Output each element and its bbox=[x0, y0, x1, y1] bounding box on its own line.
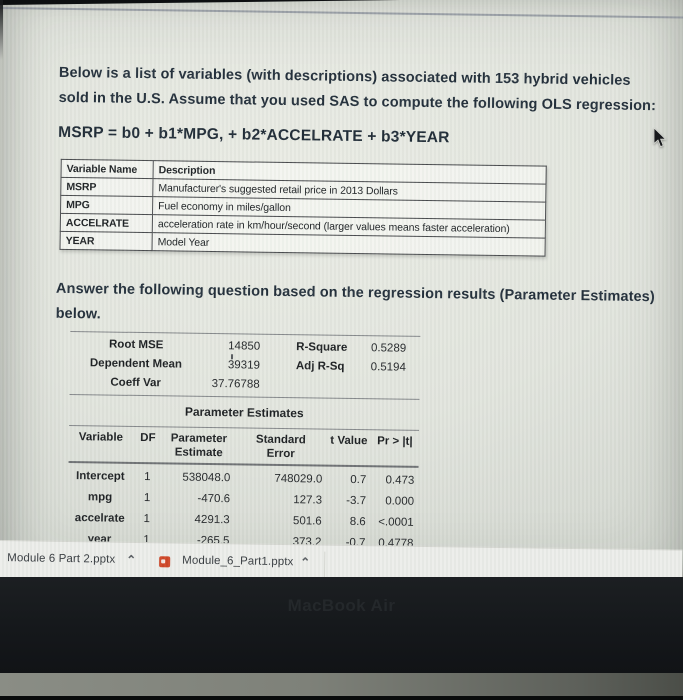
mouse-cursor-icon bbox=[653, 128, 667, 148]
estimate-cell: 538048.0 bbox=[182, 471, 231, 484]
adj-r-sq-value: 0.5194 bbox=[370, 360, 406, 374]
laptop-screen: Below is a list of variables (with descr… bbox=[0, 0, 683, 577]
t-value-cell: -3.7 bbox=[346, 494, 367, 507]
variables-table: Variable Name Description MSRP Manufactu… bbox=[59, 158, 547, 257]
header-standard-error: Standard Error bbox=[255, 433, 306, 461]
std-error-cell: 501.6 bbox=[292, 514, 322, 528]
pr-t-cell: 0.000 bbox=[385, 494, 415, 508]
estimate-cell: 4291.3 bbox=[194, 513, 230, 526]
desk-edge bbox=[0, 673, 683, 696]
variable-name-cell: MSRP bbox=[60, 177, 154, 197]
adj-r-sq-label: Adj R-Sq bbox=[295, 359, 345, 373]
header-parameter-estimate: Parameter Estimate bbox=[170, 432, 228, 460]
instruction-paragraph: Answer the following question based on t… bbox=[55, 280, 655, 323]
download-item-module-6-part-1[interactable]: Module_6_Part1.pptx bbox=[182, 554, 294, 569]
variable-cell: mpg bbox=[87, 490, 113, 504]
parameter-estimates-header-row: Variable DF Parameter Estimate Standard Er… bbox=[68, 425, 420, 468]
estimate-cell: -470.6 bbox=[197, 492, 231, 505]
df-cell: 1 bbox=[144, 470, 151, 483]
regression-equation: MSRP = b0 + b1*MPG, + b2*ACCELRATE + b3*… bbox=[58, 123, 450, 147]
variable-name-cell: YEAR bbox=[60, 231, 153, 251]
pr-t-cell: <.0001 bbox=[378, 515, 414, 529]
r-square-label: R-Square bbox=[296, 340, 348, 354]
df-cell: 1 bbox=[143, 491, 151, 504]
chevron-up-icon[interactable]: ⌃ bbox=[126, 552, 137, 567]
powerpoint-file-icon bbox=[159, 556, 171, 568]
photo-left-edge bbox=[0, 0, 3, 60]
divider bbox=[323, 551, 326, 578]
macbook-air-label: MacBook Air bbox=[287, 596, 396, 615]
photo-top-edge bbox=[0, 0, 400, 5]
screen-content-tilt-wrapper: Below is a list of variables (with descr… bbox=[0, 0, 683, 586]
dependent-mean-label: Dependent Mean bbox=[89, 356, 183, 371]
parameter-estimates-table: Variable DF Parameter Estimate Standard Er… bbox=[67, 425, 420, 558]
header-t-value: t Value bbox=[330, 434, 368, 448]
variable-name-cell: ACCELRATE bbox=[60, 213, 153, 233]
root-mse-value: 14850 bbox=[228, 339, 261, 353]
parameter-estimates-title: Parameter Estimates bbox=[184, 404, 304, 421]
stray-mark bbox=[231, 354, 234, 360]
pr-t-cell: 0.473 bbox=[385, 473, 415, 487]
variable-name-cell: MPG bbox=[60, 195, 153, 215]
header-pr-t: Pr > |t| bbox=[377, 435, 413, 448]
download-item-module-6-part-2[interactable]: Module 6 Part 2.pptx bbox=[7, 552, 116, 566]
variable-cell: accelrate bbox=[74, 511, 125, 525]
r-square-value: 0.5289 bbox=[370, 341, 407, 355]
fit-statistics-table: Root MSE 14850 R-Square 0.5289 Dependent… bbox=[69, 331, 421, 400]
variables-table-header-name: Variable Name bbox=[61, 159, 154, 179]
header-variable: Variable bbox=[78, 431, 124, 444]
std-error-cell: 748029.0 bbox=[274, 472, 323, 486]
coeff-var-label: Coeff Var bbox=[110, 376, 162, 389]
t-value-cell: 0.7 bbox=[350, 473, 367, 486]
std-error-cell: 127.3 bbox=[293, 493, 323, 507]
t-value-cell: 8.6 bbox=[349, 515, 366, 528]
coeff-var-value: 37.76788 bbox=[211, 377, 260, 391]
intro-paragraph: Below is a list of variables (with descr… bbox=[58, 64, 657, 115]
laptop-bezel: MacBook Air bbox=[0, 577, 683, 673]
df-cell: 1 bbox=[143, 512, 151, 525]
photo-bottom-edge bbox=[0, 696, 683, 700]
window-top-border bbox=[0, 6, 683, 19]
header-df: DF bbox=[140, 432, 156, 445]
chevron-up-icon[interactable]: ⌃ bbox=[300, 555, 311, 570]
variable-cell: Intercept bbox=[75, 469, 125, 483]
dependent-mean-value: 39319 bbox=[227, 358, 261, 372]
root-mse-label: Root MSE bbox=[108, 338, 164, 351]
fit-stats-row: Coeff Var 37.76788 bbox=[70, 372, 420, 396]
